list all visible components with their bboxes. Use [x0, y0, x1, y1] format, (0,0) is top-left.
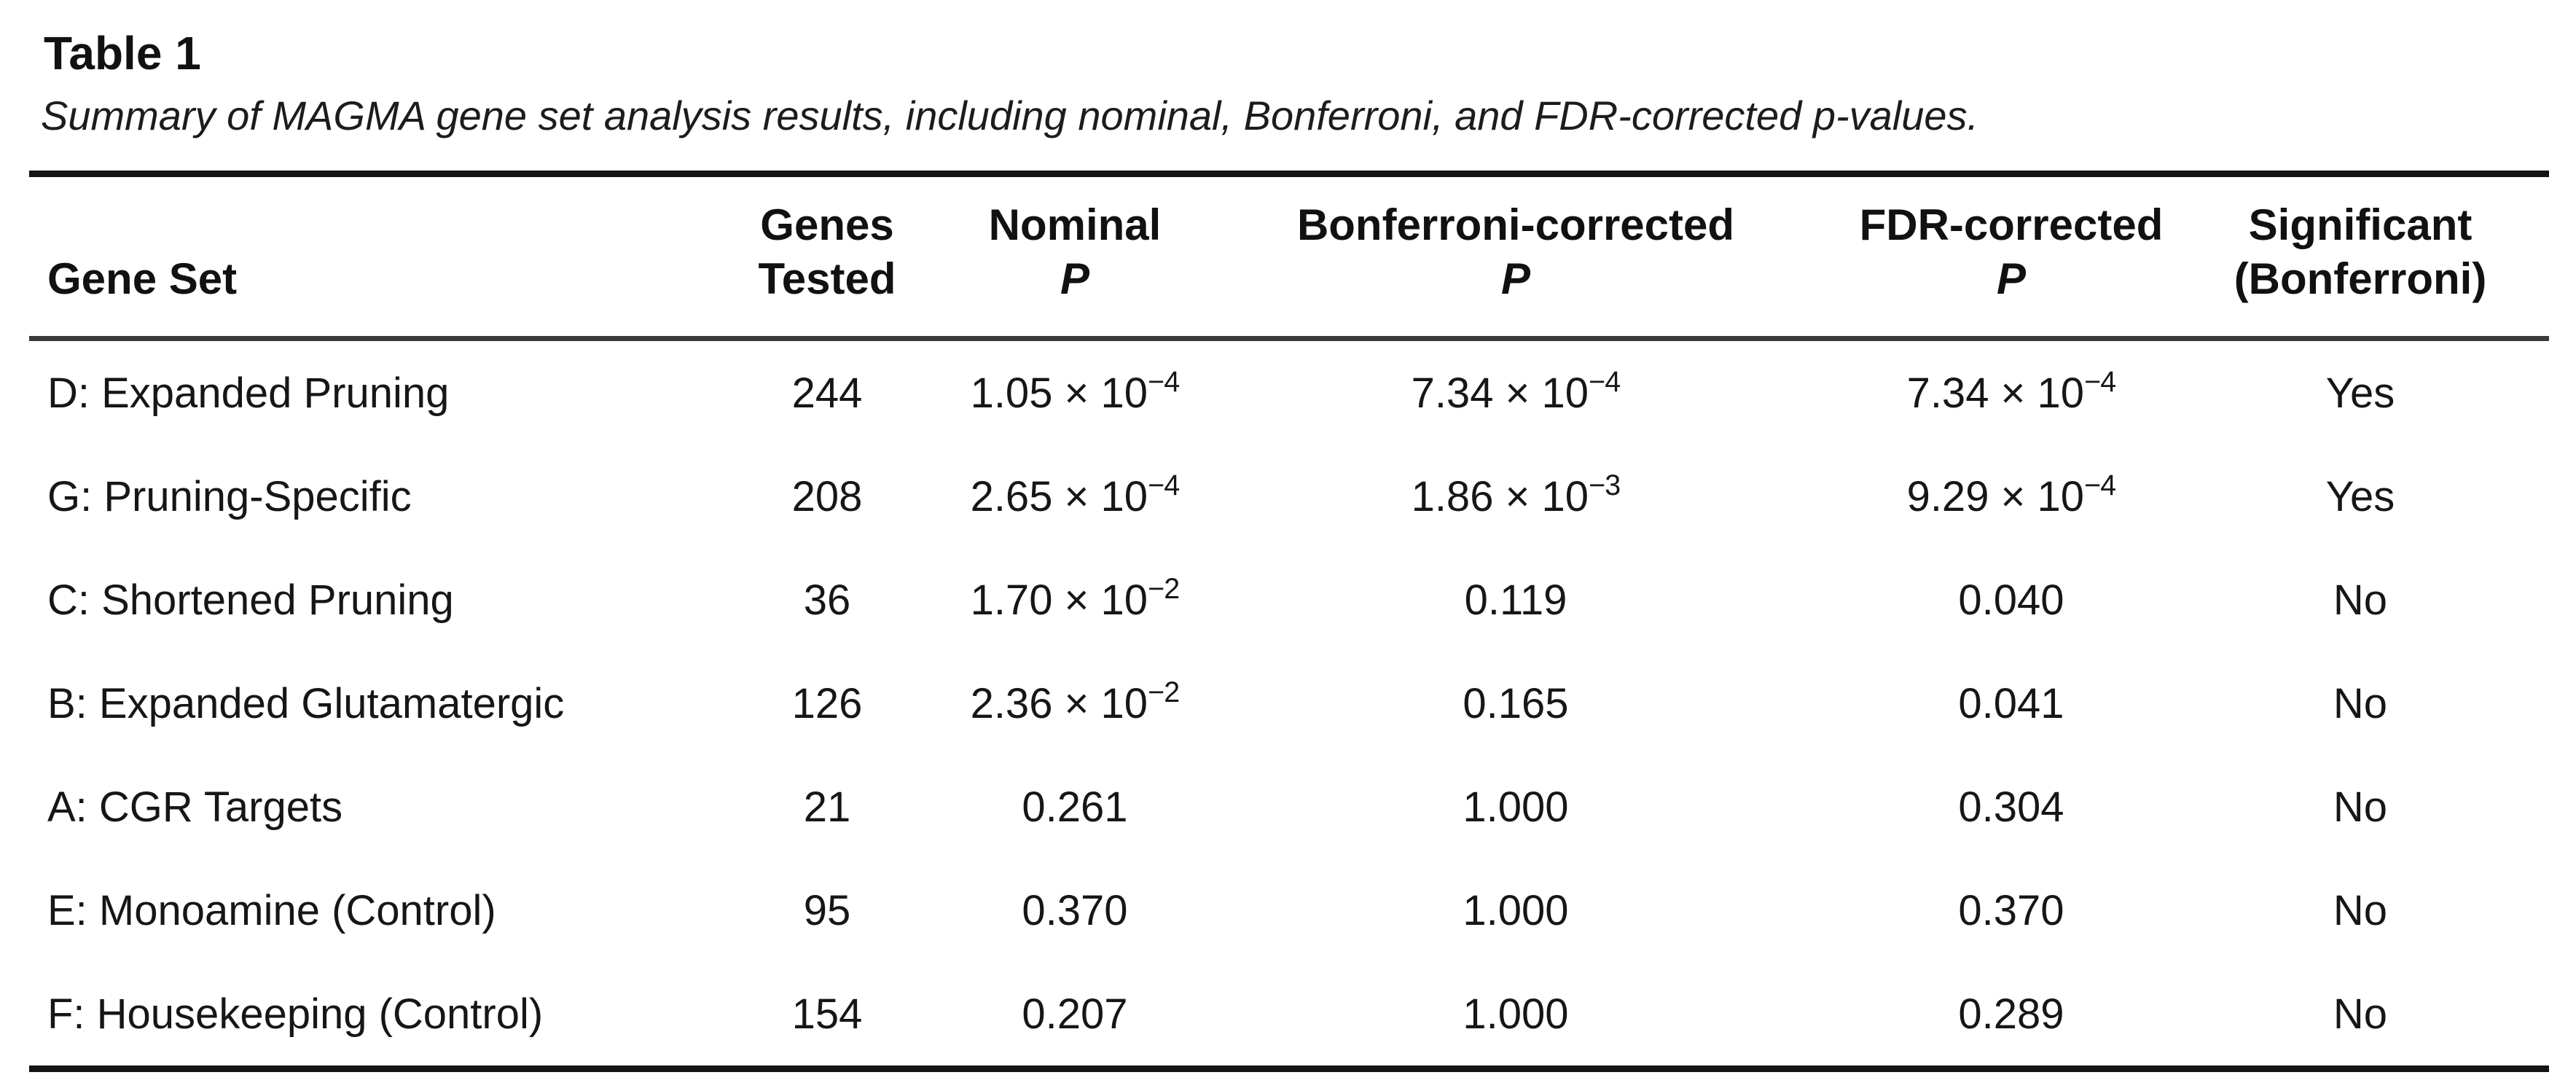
table-title: Table 1: [44, 27, 201, 79]
exponent: −2: [1148, 572, 1180, 605]
exponent: −3: [1589, 469, 1621, 501]
fdr-p-cell: 0.041: [1958, 679, 2064, 727]
header-bonferroni-p: Bonferroni-corrected P: [1181, 173, 1851, 341]
bonferroni-p-cell: 7.34 × 10−4: [1411, 365, 1621, 417]
exponent: −4: [2084, 365, 2116, 398]
header-label-line1: Significant: [2248, 200, 2473, 249]
fdr-p-cell: 9.29 × 10−4: [1906, 469, 2117, 520]
bonferroni-p-cell: 1.000: [1463, 990, 1569, 1038]
exponent: −4: [1148, 365, 1180, 398]
table-row: C: Shortened Pruning 36 1.70 × 10−2 0.11…: [29, 548, 2549, 652]
header-label-line1: FDR-corrected: [1859, 200, 2164, 249]
significant-cell: No: [2333, 783, 2388, 831]
gene-set-cell: B: Expanded Glutamatergic: [47, 679, 565, 727]
gene-set-cell: G: Pruning-Specific: [47, 472, 412, 520]
header-genes-tested: Genes Tested: [685, 173, 969, 341]
nominal-p-cell: 2.36 × 10−2: [970, 676, 1181, 727]
genes-tested-cell: 154: [791, 990, 863, 1038]
header-label-line1: Bonferroni-corrected: [1296, 200, 1735, 249]
header-significant: Significant (Bonferroni): [2172, 173, 2549, 341]
fdr-p-cell: 0.370: [1958, 886, 2064, 934]
exponent: −4: [1589, 365, 1621, 398]
table-row: B: Expanded Glutamatergic 126 2.36 × 10−…: [29, 652, 2549, 755]
fdr-p-cell: 0.040: [1958, 576, 2064, 624]
fdr-p-cell: 0.289: [1958, 990, 2064, 1038]
header-label: Gene Set: [47, 254, 238, 303]
header-label-line1: Nominal: [988, 200, 1162, 249]
significant-cell: No: [2333, 576, 2388, 624]
bonferroni-p-cell: 1.000: [1463, 783, 1569, 831]
header-label-line2: P: [1996, 254, 2027, 303]
significant-cell: Yes: [2325, 472, 2395, 520]
nominal-p-cell: 0.207: [1022, 990, 1128, 1038]
header-nominal-p: Nominal P: [969, 173, 1181, 341]
gene-set-cell: E: Monoamine (Control): [47, 886, 496, 934]
bonferroni-p-cell: 1.86 × 10−3: [1411, 469, 1621, 520]
nominal-p-cell: 1.05 × 10−4: [970, 365, 1181, 417]
table-body: D: Expanded Pruning 244 1.05 × 10−4 7.34…: [29, 339, 2549, 1069]
bonferroni-p-cell: 0.119: [1464, 576, 1567, 624]
gene-set-cell: F: Housekeeping (Control): [47, 990, 544, 1038]
nominal-p-cell: 1.70 × 10−2: [970, 572, 1181, 624]
exponent: −4: [1148, 469, 1180, 501]
header-label-line2: Tested: [758, 254, 896, 303]
table-caption: Summary of MAGMA gene set analysis resul…: [41, 93, 1979, 138]
fdr-p-cell: 7.34 × 10−4: [1906, 365, 2117, 417]
genes-tested-cell: 126: [791, 679, 863, 727]
bonferroni-p-cell: 0.165: [1463, 679, 1569, 727]
exponent: −2: [1148, 676, 1180, 708]
header-label-line2: (Bonferroni): [2234, 254, 2487, 303]
table-row: A: CGR Targets 21 0.261 1.000 0.304 No: [29, 755, 2549, 859]
fdr-p-cell: 0.304: [1958, 783, 2064, 831]
gene-set-cell: A: CGR Targets: [47, 783, 343, 831]
table-row: D: Expanded Pruning 244 1.05 × 10−4 7.34…: [29, 339, 2549, 445]
header-label-line1: Genes: [760, 200, 894, 249]
genes-tested-cell: 95: [803, 886, 851, 934]
genes-tested-cell: 21: [803, 783, 851, 831]
bonferroni-p-cell: 1.000: [1463, 886, 1569, 934]
genes-tested-cell: 36: [803, 576, 851, 624]
significant-cell: No: [2333, 990, 2388, 1038]
header-label-line2: P: [1060, 254, 1090, 303]
table-row: F: Housekeeping (Control) 154 0.207 1.00…: [29, 962, 2549, 1069]
header-gene-set: Gene Set: [29, 173, 685, 341]
nominal-p-cell: 2.65 × 10−4: [970, 469, 1181, 520]
table-row: E: Monoamine (Control) 95 0.370 1.000 0.…: [29, 859, 2549, 962]
significant-cell: No: [2333, 679, 2388, 727]
genes-tested-cell: 244: [791, 369, 863, 417]
nominal-p-cell: 0.261: [1022, 783, 1128, 831]
gene-set-cell: D: Expanded Pruning: [47, 369, 450, 417]
significant-cell: Yes: [2325, 369, 2395, 417]
exponent: −4: [2084, 469, 2116, 501]
gene-set-cell: C: Shortened Pruning: [47, 576, 454, 624]
significant-cell: No: [2333, 886, 2388, 934]
page: Table 1 Summary of MAGMA gene set analys…: [0, 26, 2576, 1091]
genes-tested-cell: 208: [791, 472, 863, 520]
results-table: Gene Set Genes Tested Nominal P Bonferro…: [29, 171, 2549, 1072]
nominal-p-cell: 0.370: [1022, 886, 1128, 934]
header-label-line2: P: [1500, 254, 1531, 303]
header-fdr-p: FDR-corrected P: [1851, 173, 2172, 341]
table-row: G: Pruning-Specific 208 2.65 × 10−4 1.86…: [29, 445, 2549, 548]
header-row: Gene Set Genes Tested Nominal P Bonferro…: [29, 173, 2549, 341]
